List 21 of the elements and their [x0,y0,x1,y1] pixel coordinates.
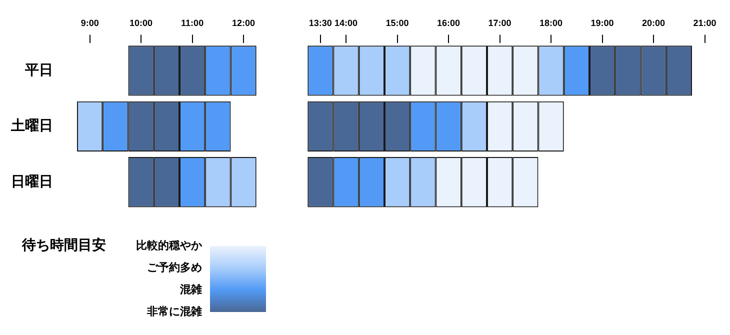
x-tick-label: 13:30 [308,18,332,28]
x-tick-label: 20:00 [642,18,666,28]
x-tick-label: 10:00 [130,18,153,28]
color-bar-label: ご予約多め [147,260,202,274]
x-tick-label: 17:00 [488,18,512,28]
color-bar-title: 待ち時間目安 [21,236,106,254]
y-tick-label: 平日 [24,62,53,78]
x-tick-label: 18:00 [540,18,563,28]
x-tick-label: 14:00 [334,18,358,28]
x-tick-label: 21:00 [693,18,716,28]
color-bar-label: 比較的穏やか [136,238,203,252]
color-bar-label: 混雑 [179,282,202,296]
x-tick-label: 12:00 [232,18,256,28]
y-tick-label: 土曜日 [10,118,53,134]
color-bar-label: 非常に混雑 [146,304,202,318]
x-tick-label: 9:00 [80,18,99,28]
x-tick-label: 15:00 [386,18,409,28]
x-tick-label: 19:00 [590,18,614,28]
x-tick-label: 16:00 [437,18,460,28]
y-tick-label: 日曜日 [11,174,53,190]
x-tick-label: 11:00 [181,18,204,28]
